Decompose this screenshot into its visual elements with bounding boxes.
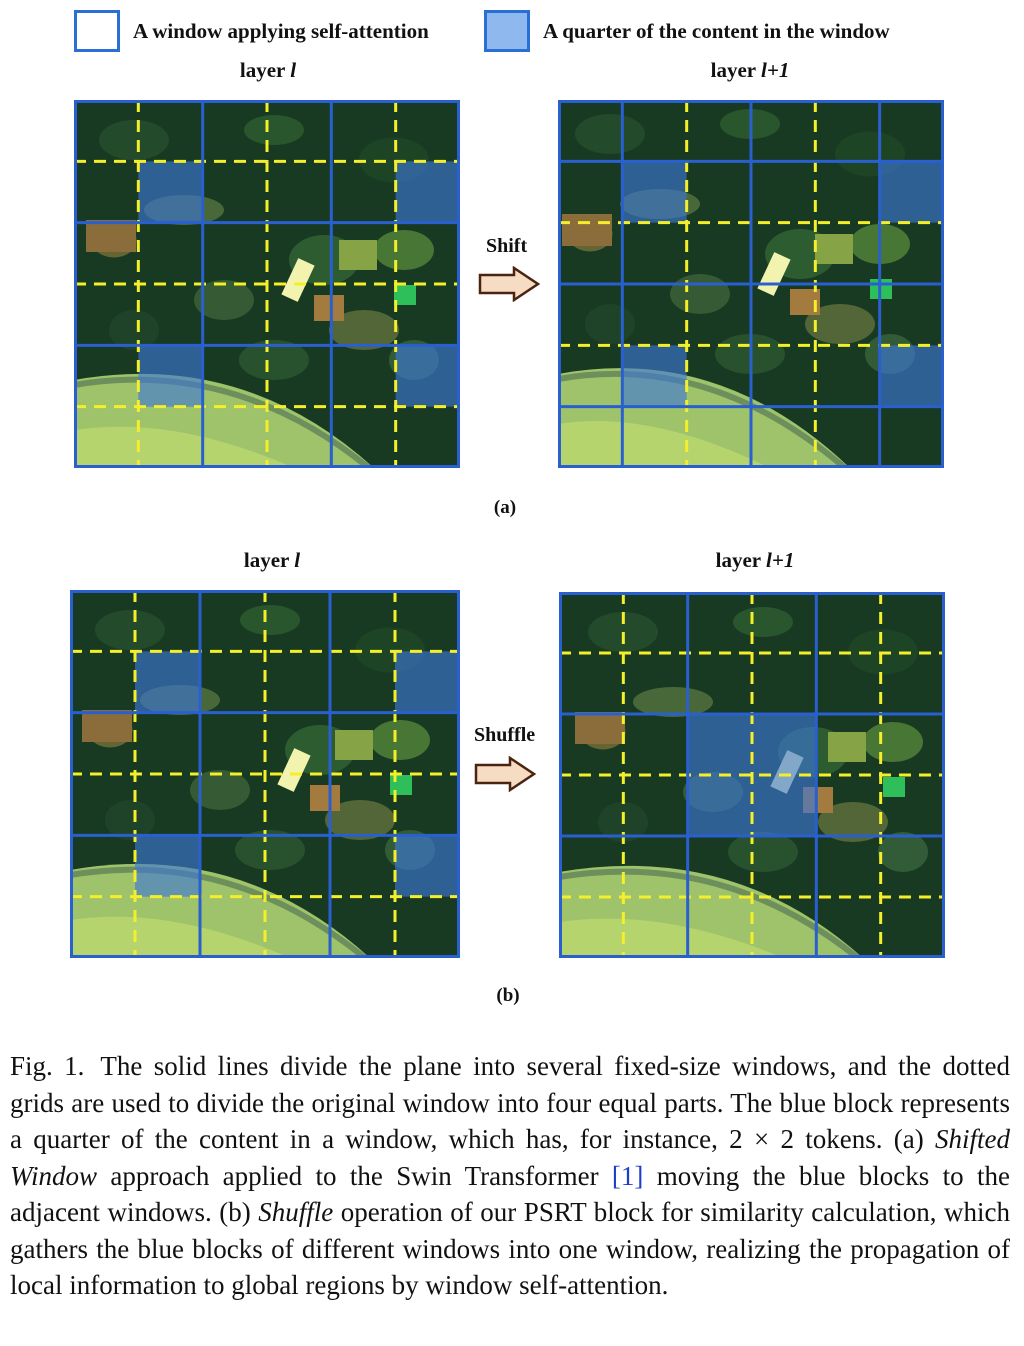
quarter-block <box>622 161 687 223</box>
quarter-block <box>687 775 752 836</box>
quarter-block <box>622 345 687 407</box>
quarter-block <box>752 775 817 836</box>
quarter-block <box>395 345 460 407</box>
right-arrow-icon <box>474 756 537 792</box>
quarter-block <box>687 714 752 775</box>
quarter-block <box>395 651 460 713</box>
caption-text-2: approach applied to the Swin Transformer <box>97 1160 612 1191</box>
panel-a-layer-l <box>73 100 460 471</box>
caption-text-1: The solid lines divide the plane into se… <box>10 1051 1010 1154</box>
panel-b-layer-l1 <box>558 592 945 961</box>
panel-border <box>70 590 460 958</box>
panel-b-left-title: layer l <box>243 548 301 572</box>
window-legend-swatch <box>74 10 120 52</box>
panel-a-left-title: layer l <box>239 58 297 82</box>
quarter-block <box>135 835 200 897</box>
caption-text-3: moving the blue blocks to the adjacent w… <box>10 1160 1010 1228</box>
caption-fig-label: Fig. 1. <box>10 1051 85 1081</box>
figure-a-sublabel: (a) <box>493 497 517 518</box>
panel-border <box>559 592 945 958</box>
panel-b-right-title: layer l+1 <box>715 548 795 572</box>
right-arrow-icon <box>478 266 541 302</box>
quarter-block <box>395 835 460 897</box>
quarter-block <box>135 651 200 713</box>
window-legend-label: A window applying self-attention <box>133 19 429 43</box>
figure-b-sublabel: (b) <box>496 985 520 1006</box>
caption-shifted-window: Shifted Window <box>10 1124 1010 1191</box>
caption-shuffle: Shuffle <box>258 1197 334 1227</box>
quarter-block <box>138 345 203 407</box>
shuffle-arrow-label: Shuffle <box>474 724 536 746</box>
panel-b-layer-l <box>69 590 460 961</box>
quarter-block <box>879 161 944 223</box>
panel-a-layer-l1 <box>557 100 944 471</box>
shift-arrow-label: Shift <box>486 235 528 257</box>
panel-a-right-title: layer l+1 <box>710 58 790 82</box>
caption-reference-link[interactable]: [1] <box>611 1160 644 1191</box>
figure-caption: Fig. 1. The solid lines divide the plane … <box>10 1048 1010 1304</box>
caption-text-4: operation of our PSRT block for similari… <box>10 1197 1010 1300</box>
panel-border <box>558 100 944 468</box>
quarter-block <box>138 161 203 223</box>
quarter-block <box>395 161 460 223</box>
quarter-block <box>752 714 817 775</box>
quarter-legend-label: A quarter of the content in the window <box>543 19 890 43</box>
quarter-legend-swatch <box>484 10 530 52</box>
panel-border <box>74 100 460 468</box>
quarter-block <box>879 345 944 407</box>
